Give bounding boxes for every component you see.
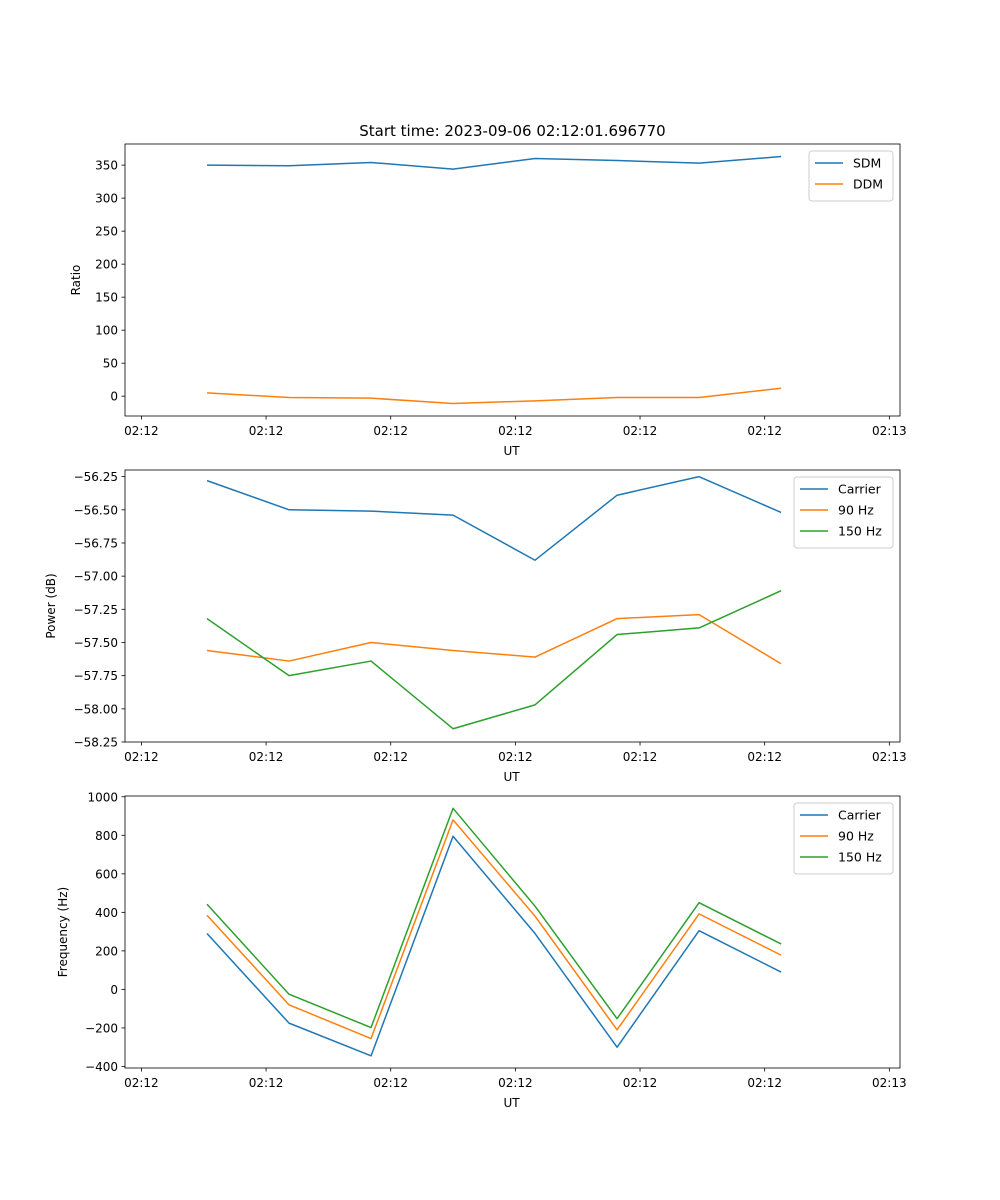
y-axis-label: Ratio bbox=[69, 265, 83, 296]
y-axis-label: Frequency (Hz) bbox=[56, 887, 70, 978]
x-tick-label: 02:12 bbox=[373, 424, 408, 438]
x-tick-label: 02:12 bbox=[623, 750, 658, 764]
legend-label: 150 Hz bbox=[838, 850, 882, 865]
y-tick-label: −57.50 bbox=[74, 636, 118, 650]
x-tick-label: 02:12 bbox=[747, 424, 782, 438]
x-tick-label: 02:12 bbox=[124, 750, 159, 764]
y-tick-label: 250 bbox=[95, 225, 118, 239]
y-tick-label: −56.25 bbox=[74, 470, 118, 484]
legend-label: Carrier bbox=[838, 808, 882, 823]
y-tick-label: −58.00 bbox=[74, 702, 118, 716]
y-tick-label: 600 bbox=[95, 867, 118, 881]
y-tick-label: 200 bbox=[95, 944, 118, 958]
x-tick-label: 02:12 bbox=[498, 424, 533, 438]
y-tick-label: 50 bbox=[103, 357, 118, 371]
series-line-sdm bbox=[207, 155, 782, 170]
x-tick-label: 02:12 bbox=[249, 750, 284, 764]
y-tick-label: 150 bbox=[95, 291, 118, 305]
power-panel: 02:12 02:12 02:12 02:12 02:12 02:12 02:13 −58.2… bbox=[44, 469, 907, 784]
y-tick-label: −57.75 bbox=[74, 669, 118, 683]
y-tick-label: −56.75 bbox=[74, 536, 118, 550]
y-tick-label: 0 bbox=[110, 983, 118, 997]
x-tick-label: 02:12 bbox=[249, 1076, 284, 1090]
x-axis-label: UT bbox=[503, 770, 520, 784]
x-tick-label: 02:12 bbox=[498, 750, 533, 764]
y-tick-label: 300 bbox=[95, 192, 118, 206]
y-tick-label: −200 bbox=[85, 1021, 118, 1035]
series-line-ddm bbox=[206, 387, 782, 405]
x-tick-label: 02:13 bbox=[872, 1076, 907, 1090]
y-tick-label: −58.25 bbox=[74, 736, 118, 750]
series-line-150-hz bbox=[206, 807, 782, 1029]
axes-frame bbox=[124, 795, 901, 1069]
x-tick-label: 02:12 bbox=[623, 1076, 658, 1090]
y-tick-label: 100 bbox=[95, 324, 118, 338]
ratio-panel: 02:12 02:12 02:12 02:12 02:12 02:12 02:13 0 50 10… bbox=[69, 143, 907, 458]
x-axis-label: UT bbox=[503, 1096, 520, 1110]
series-line-90-hz bbox=[206, 819, 782, 1040]
series-line-carrier bbox=[206, 835, 782, 1057]
axes-frame bbox=[124, 469, 901, 743]
x-tick-label: 02:12 bbox=[747, 1076, 782, 1090]
legend-label: SDM bbox=[853, 156, 881, 171]
legend-label: 90 Hz bbox=[838, 829, 874, 844]
x-tick-label: 02:12 bbox=[373, 750, 408, 764]
frequency-panel: 02:12 02:12 02:12 02:12 02:12 02:12 02:13 −400 −… bbox=[56, 790, 907, 1110]
y-tick-label: −56.50 bbox=[74, 503, 118, 517]
x-tick-label: 02:12 bbox=[498, 1076, 533, 1090]
axes-frame bbox=[124, 143, 901, 417]
y-tick-label: −57.00 bbox=[74, 570, 118, 584]
legend-label: 150 Hz bbox=[838, 524, 882, 539]
x-tick-label: 02:12 bbox=[249, 424, 284, 438]
y-tick-label: 200 bbox=[95, 258, 118, 272]
y-tick-label: 400 bbox=[95, 906, 118, 920]
x-tick-label: 02:13 bbox=[872, 750, 907, 764]
legend-label: DDM bbox=[853, 177, 883, 192]
y-tick-label: 800 bbox=[95, 829, 118, 843]
x-tick-label: 02:12 bbox=[124, 424, 159, 438]
y-tick-label: −400 bbox=[85, 1060, 118, 1074]
x-tick-label: 02:12 bbox=[373, 1076, 408, 1090]
x-tick-label: 02:12 bbox=[747, 750, 782, 764]
y-tick-label: 350 bbox=[95, 159, 118, 173]
y-axis-label: Power (dB) bbox=[44, 573, 58, 638]
x-tick-label: 02:12 bbox=[124, 1076, 159, 1090]
legend-label: Carrier bbox=[838, 482, 882, 497]
y-tick-label: −57.25 bbox=[74, 603, 118, 617]
x-axis-label: UT bbox=[503, 444, 520, 458]
y-tick-label: 1000 bbox=[87, 790, 118, 804]
x-tick-label: 02:13 bbox=[872, 424, 907, 438]
figure-title: Start time: 2023-09-06 02:12:01.696770 bbox=[359, 122, 665, 140]
x-tick-label: 02:12 bbox=[623, 424, 658, 438]
legend-label: 90 Hz bbox=[838, 503, 874, 518]
series-line-150-hz bbox=[206, 590, 782, 730]
series-line-90-hz bbox=[206, 613, 782, 665]
y-tick-label: 0 bbox=[110, 390, 118, 404]
series-line-carrier bbox=[206, 475, 782, 561]
